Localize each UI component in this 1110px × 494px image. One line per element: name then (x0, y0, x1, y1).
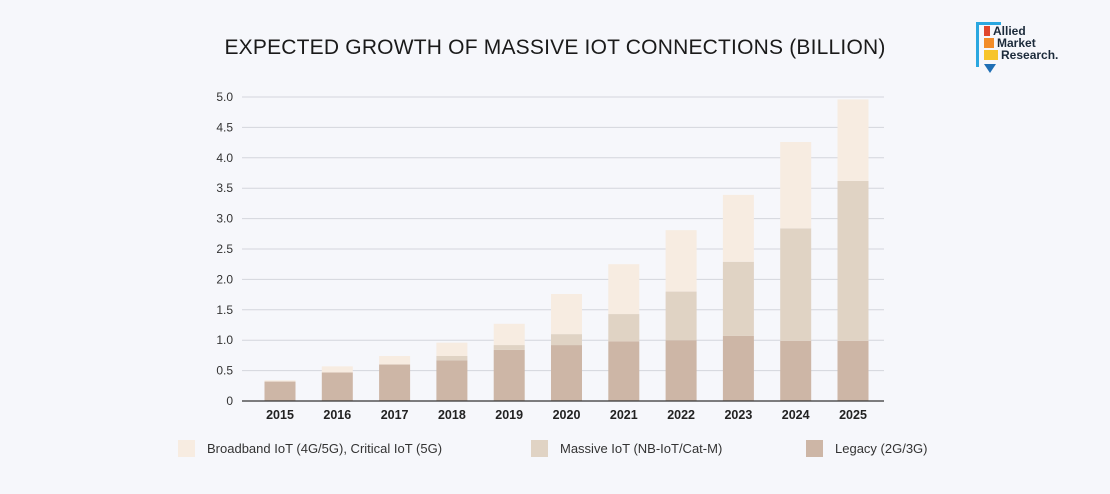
x-tick-label: 2025 (839, 408, 867, 422)
bar-massive-2024 (780, 228, 812, 341)
chart-title: EXPECTED GROWTH OF MASSIVE IOT CONNECTIO… (224, 36, 886, 59)
legend-swatch-broadband (178, 440, 195, 457)
y-tick-label: 2.0 (216, 272, 233, 286)
bar-legacy-2023 (722, 335, 754, 401)
x-tick-label: 2018 (438, 408, 466, 422)
legend-item-broadband: Broadband IoT (4G/5G), Critical IoT (5G) (178, 440, 442, 457)
y-tick-label: 3.0 (216, 212, 233, 226)
bar-legacy-2016 (321, 372, 353, 401)
y-tick-label: 4.5 (216, 120, 233, 134)
y-axis-ticks: 0 0.5 1.0 1.5 2.0 2.5 3.0 3.5 4.0 4.5 5.0 (216, 90, 233, 408)
legend-item-massive: Massive IoT (NB-IoT/Cat-M) (531, 440, 722, 457)
x-axis-ticks: 2015 2016 2017 2018 2019 2020 2021 2022 2023 2024… (266, 408, 867, 422)
allied-market-research-logo: Allied Market Research. (976, 20, 1076, 78)
logo-bar-orange-icon (984, 38, 994, 48)
bar-legacy-2019 (493, 349, 525, 401)
bar-broadband-2021 (608, 264, 640, 315)
bar-legacy-2022 (665, 340, 697, 401)
bar-broadband-2022 (665, 230, 697, 292)
logo-bar-yellow-icon (984, 50, 998, 60)
bar-broadband-2018 (436, 342, 468, 357)
bars (264, 99, 869, 401)
logo-text-line-3: Research. (1001, 48, 1059, 62)
x-tick-label: 2023 (724, 408, 752, 422)
y-tick-label: 3.5 (216, 181, 233, 195)
legend-item-legacy: Legacy (2G/3G) (806, 440, 928, 457)
bar-massive-2019 (493, 345, 525, 350)
bar-massive-2025 (837, 180, 869, 341)
bar-broadband-2016 (321, 366, 353, 373)
bar-massive-2023 (722, 261, 754, 336)
bar-legacy-2018 (436, 360, 468, 401)
bar-legacy-2020 (551, 345, 582, 401)
legend-label-legacy: Legacy (2G/3G) (835, 441, 928, 456)
bar-legacy-2015 (264, 381, 296, 401)
y-tick-label: 1.5 (216, 303, 233, 317)
x-tick-label: 2017 (381, 408, 409, 422)
bar-legacy-2025 (837, 340, 869, 401)
bar-massive-2018 (436, 356, 468, 361)
bar-broadband-2020 (551, 293, 582, 335)
legend: Broadband IoT (4G/5G), Critical IoT (5G)… (0, 440, 1110, 462)
x-tick-label: 2020 (553, 408, 581, 422)
logo-text-line-1: Allied (993, 24, 1026, 38)
y-tick-label: 2.5 (216, 242, 233, 256)
x-tick-label: 2015 (266, 408, 294, 422)
x-tick-label: 2021 (610, 408, 638, 422)
bar-massive-2022 (665, 291, 697, 341)
bar-massive-2021 (608, 314, 640, 342)
bar-massive-2020 (551, 334, 582, 346)
legend-swatch-legacy (806, 440, 823, 457)
y-tick-label: 0 (226, 394, 233, 408)
y-tick-label: 5.0 (216, 90, 233, 104)
y-tick-label: 1.0 (216, 333, 233, 347)
logo-frame-icon (976, 22, 1001, 67)
y-tick-label: 0.5 (216, 364, 233, 378)
logo-text-line-2: Market (997, 36, 1036, 50)
y-tick-label: 4.0 (216, 151, 233, 165)
bar-broadband-2015 (264, 380, 296, 382)
bar-broadband-2017 (379, 356, 411, 365)
bar-broadband-2023 (722, 194, 754, 262)
x-tick-label: 2019 (495, 408, 523, 422)
legend-label-massive: Massive IoT (NB-IoT/Cat-M) (560, 441, 723, 456)
bar-broadband-2024 (780, 141, 812, 229)
x-tick-label: 2016 (323, 408, 351, 422)
legend-swatch-massive (531, 440, 548, 457)
legend-label-broadband: Broadband IoT (4G/5G), Critical IoT (5G) (207, 441, 443, 456)
bar-broadband-2019 (493, 323, 525, 346)
bar-broadband-2025 (837, 99, 869, 181)
bar-legacy-2021 (608, 341, 640, 401)
logo-bar-red-icon (984, 26, 990, 36)
bar-legacy-2017 (379, 364, 411, 401)
bar-legacy-2024 (780, 340, 812, 401)
x-tick-label: 2022 (667, 408, 695, 422)
x-tick-label: 2024 (782, 408, 810, 422)
logo-speech-tail-icon (984, 64, 996, 73)
